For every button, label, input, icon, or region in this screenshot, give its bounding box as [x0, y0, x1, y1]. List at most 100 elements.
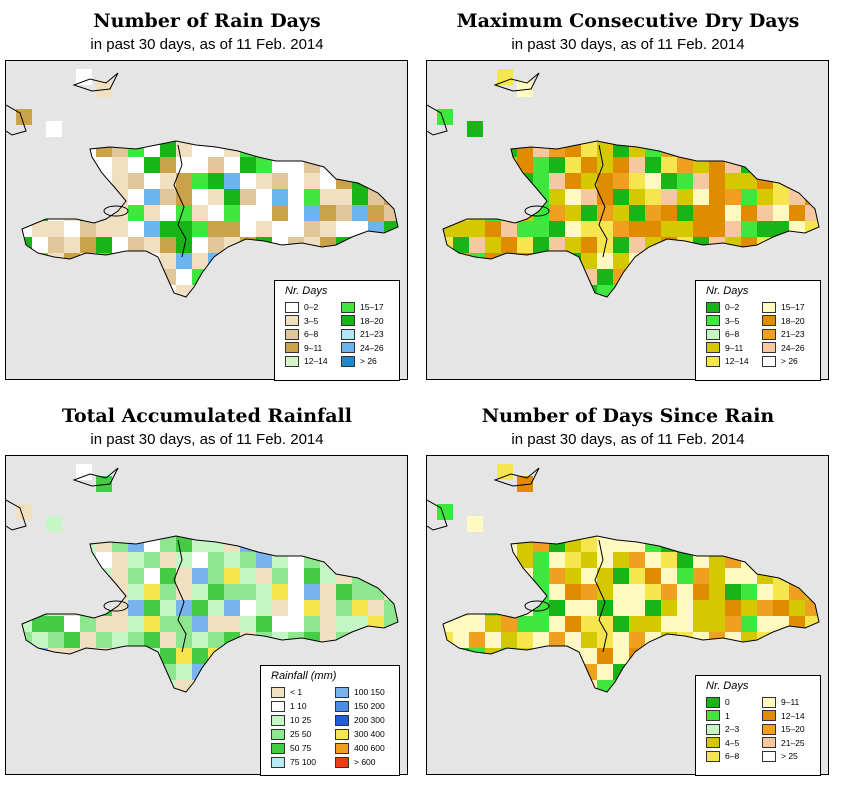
raster-cell [741, 648, 757, 664]
raster-cell [629, 536, 645, 552]
raster-cell [485, 584, 501, 600]
raster-cell [661, 189, 677, 205]
raster-cell [501, 205, 517, 221]
raster-cell [288, 648, 304, 664]
raster-cell [581, 189, 597, 205]
legend-item: 0 [706, 696, 730, 708]
raster-cell [272, 600, 288, 616]
raster-cell [661, 285, 677, 297]
raster-cell [96, 221, 112, 237]
raster-cell [192, 141, 208, 157]
panel-dry-days: Maximum Consecutive Dry Days in past 30 … [423, 0, 833, 390]
raster-cell [565, 253, 581, 269]
raster-cell [613, 221, 629, 237]
raster-cell [773, 189, 789, 205]
raster-cell [64, 568, 80, 584]
raster-cell [144, 269, 160, 285]
raster-cell [48, 237, 64, 253]
raster-cell [240, 600, 256, 616]
raster-cell [443, 632, 453, 648]
legend-item: 12–14 [762, 710, 805, 722]
raster-cell [384, 189, 398, 205]
raster-cell [773, 157, 789, 173]
raster-cell [517, 221, 533, 237]
raster-cell [336, 536, 352, 552]
raster-cell [501, 680, 517, 692]
raster-cell [192, 157, 208, 173]
raster-cell [400, 205, 408, 221]
raster-cell [453, 173, 469, 189]
raster-cell [485, 285, 501, 297]
raster-cell [661, 616, 677, 632]
raster-cell [645, 600, 661, 616]
raster-cell [368, 536, 384, 552]
panel-rain-days: Number of Rain Days in past 30 days, as … [2, 0, 412, 390]
raster-cell [629, 269, 645, 285]
raster-cell [805, 157, 819, 173]
raster-cell [549, 157, 565, 173]
raster-cell [693, 157, 709, 173]
raster-cell [741, 221, 757, 237]
raster-cell [208, 552, 224, 568]
offshore-cell [437, 504, 453, 520]
raster-cell [469, 285, 485, 297]
raster-cell [32, 237, 48, 253]
map-area [426, 60, 829, 380]
raster-cell [805, 568, 819, 584]
raster-cell [320, 600, 336, 616]
raster-cell [677, 205, 693, 221]
raster-cell [501, 221, 517, 237]
legend-item: 1 [706, 710, 730, 722]
raster-cell [64, 221, 80, 237]
legend-label: 24–26 [781, 342, 805, 353]
raster-cell [352, 552, 368, 568]
legend-swatch [335, 756, 349, 768]
legend-swatch [706, 315, 720, 326]
raster-cell [224, 568, 240, 584]
raster-cell [112, 664, 128, 680]
raster-cell [48, 189, 64, 205]
legend-swatch [706, 342, 720, 353]
raster-cell [272, 189, 288, 205]
raster-cell [304, 536, 320, 552]
map-svg [6, 69, 408, 298]
raster-cell [400, 552, 408, 568]
raster-cell [336, 600, 352, 616]
legend-swatch [271, 714, 285, 726]
raster-cell [443, 616, 453, 632]
raster-cell [336, 157, 352, 173]
raster-cell [400, 648, 408, 664]
legend-item: 2–3 [706, 723, 739, 735]
panel-since-rain: Number of Days Since Rain in past 30 day… [423, 395, 833, 785]
raster-cell [336, 616, 352, 632]
legend-label: 6–8 [725, 329, 740, 339]
offshore-cell [497, 464, 513, 480]
raster-cell [320, 648, 336, 664]
raster-cell [288, 536, 304, 552]
raster-cell [144, 632, 160, 648]
raster-cell [549, 205, 565, 221]
raster-cell [48, 157, 64, 173]
raster-cell [443, 680, 453, 692]
raster-cell [757, 648, 773, 664]
raster-cell [453, 552, 469, 568]
raster-cell [160, 141, 176, 157]
raster-cell [597, 269, 613, 285]
raster-cell [597, 237, 613, 253]
raster-cell [469, 221, 485, 237]
raster-cell [336, 648, 352, 664]
raster-cell [144, 253, 160, 269]
raster-cell [48, 269, 64, 285]
legend-label: 6–8 [304, 329, 319, 339]
legend-label: 75 100 [290, 757, 316, 767]
raster-cell [581, 632, 597, 648]
raster-cell [677, 237, 693, 253]
raster-cell [288, 552, 304, 568]
raster-cell [693, 189, 709, 205]
raster-cell [517, 552, 533, 568]
raster-cell [400, 536, 408, 552]
raster-cell [288, 157, 304, 173]
raster-cell [645, 664, 661, 680]
raster-cell [256, 173, 272, 189]
map-svg [427, 69, 820, 298]
